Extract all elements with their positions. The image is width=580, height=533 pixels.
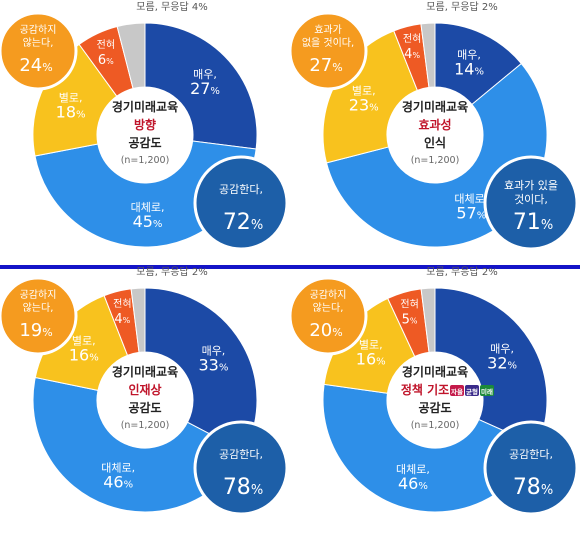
slice-label: 대체로, [101,461,135,474]
no-answer-label: 모름, 무응답 2% [426,1,497,13]
slice-label: 매우, [202,345,226,358]
center-title: 경기미래교육 [402,99,468,114]
slice-value: 5% [402,313,418,328]
positive-bubble: 공감한다,78% [483,420,579,516]
slice-label: 매우, [193,68,217,81]
center-disc [97,352,193,448]
negative-bubble-value: 27% [309,55,342,76]
slice-label: 전혀 [113,298,131,310]
negative-bubble-circle [288,11,368,91]
negative-bubble-label: 효과가 [314,24,342,36]
positive-bubble-circle [483,155,579,251]
negative-bubble-circle [288,276,368,356]
no-answer-label: 모름, 무응답 2% [136,266,207,278]
slice-label: 별로, [352,85,376,98]
slice-value: 4% [404,47,420,62]
positive-bubble-label: 효과가 있을 [504,179,558,192]
positive-bubble-label: 공감한다, [509,448,553,461]
donut-chart-1: 매우,27%대체로,45%별로,18%전혀6%모름, 무응답 4%경기미래교육방… [0,1,289,251]
negative-bubble-label: 공감하지 [20,23,57,36]
slice-label: 별로, [72,334,96,347]
negative-bubble-circle [0,276,78,356]
donut-chart-4: 매우,32%대체로,46%별로,16%전혀5%모름, 무응답 2%경기미래교육정… [288,266,579,516]
center-topic: 정책 기조 [401,382,449,397]
center-title: 경기미래교육 [112,364,178,379]
policy-tag-label: 자율 [451,387,463,396]
positive-bubble-circle [483,420,579,516]
center-topic: 방향 [134,117,156,132]
positive-bubble-circle [193,420,289,516]
slice-label: 대체로, [396,463,430,476]
slice-label: 별로, [359,338,383,351]
positive-bubble-circle [193,155,289,251]
slice-label: 매우, [490,342,514,355]
no-answer-label: 모름, 무응답 4% [136,1,207,13]
slice-value: 6% [98,53,114,68]
negative-bubble-value: 20% [309,320,342,341]
policy-tag [480,385,494,396]
center-subject: 공감도 [128,135,161,150]
policy-tag [465,385,479,396]
negative-bubble-label: 않는다, [23,37,54,49]
donut-chart-2: 매우,14%대체로,57%별로,23%전혀4%모름, 무응답 2%경기미래교육효… [288,1,579,251]
no-answer-label: 모름, 무응답 2% [426,266,497,278]
positive-bubble: 공감한다,78% [193,420,289,516]
slice-label: 매우, [457,49,481,62]
center-disc [387,87,483,183]
slice-label: 전혀 [400,299,418,311]
divider-line [0,265,580,269]
policy-tag-label: 균형 [466,387,478,396]
center-subject: 인식 [424,135,446,150]
positive-bubble-label: 공감한다, [219,448,263,461]
slice-label: 전혀 [97,39,115,51]
center-topic: 효과성 [418,117,451,132]
sample-size: (n=1,200) [121,420,170,431]
negative-bubble-label: 없을 것이다, [302,36,354,49]
slice-label: 전혀 [403,33,421,45]
negative-bubble-label: 공감하지 [20,288,57,301]
slice-label: 대체로, [131,201,165,214]
center-title: 경기미래교육 [402,364,468,379]
negative-bubble-label: 않는다, [313,302,344,314]
center-subject: 공감도 [128,400,161,415]
slice-label: 별로, [59,92,83,105]
policy-tag-label: 미래 [481,387,493,396]
center-disc [97,87,193,183]
sample-size: (n=1,200) [121,155,170,166]
negative-bubble-label: 공감하지 [310,288,347,301]
positive-bubble: 공감한다,72% [193,155,289,251]
center-subject: 공감도 [418,400,451,415]
negative-bubble-value: 19% [19,320,52,341]
negative-bubble-label: 않는다, [23,302,54,314]
center-topic: 인재상 [128,382,161,397]
center-disc [387,352,483,448]
positive-bubble-label: 것이다, [514,193,548,206]
slice-label: 대체로, [454,192,488,205]
center-title: 경기미래교육 [112,99,178,114]
donut-chart-3: 매우,33%대체로,46%별로,16%전혀4%모름, 무응답 2%경기미래교육인… [0,266,289,516]
sample-size: (n=1,200) [411,420,460,431]
sample-size: (n=1,200) [411,155,460,166]
policy-tag [450,385,464,396]
negative-bubble-circle [0,11,78,91]
slice-value: 4% [114,312,130,327]
positive-bubble-label: 공감한다, [219,183,263,196]
negative-bubble-value: 24% [19,55,52,76]
